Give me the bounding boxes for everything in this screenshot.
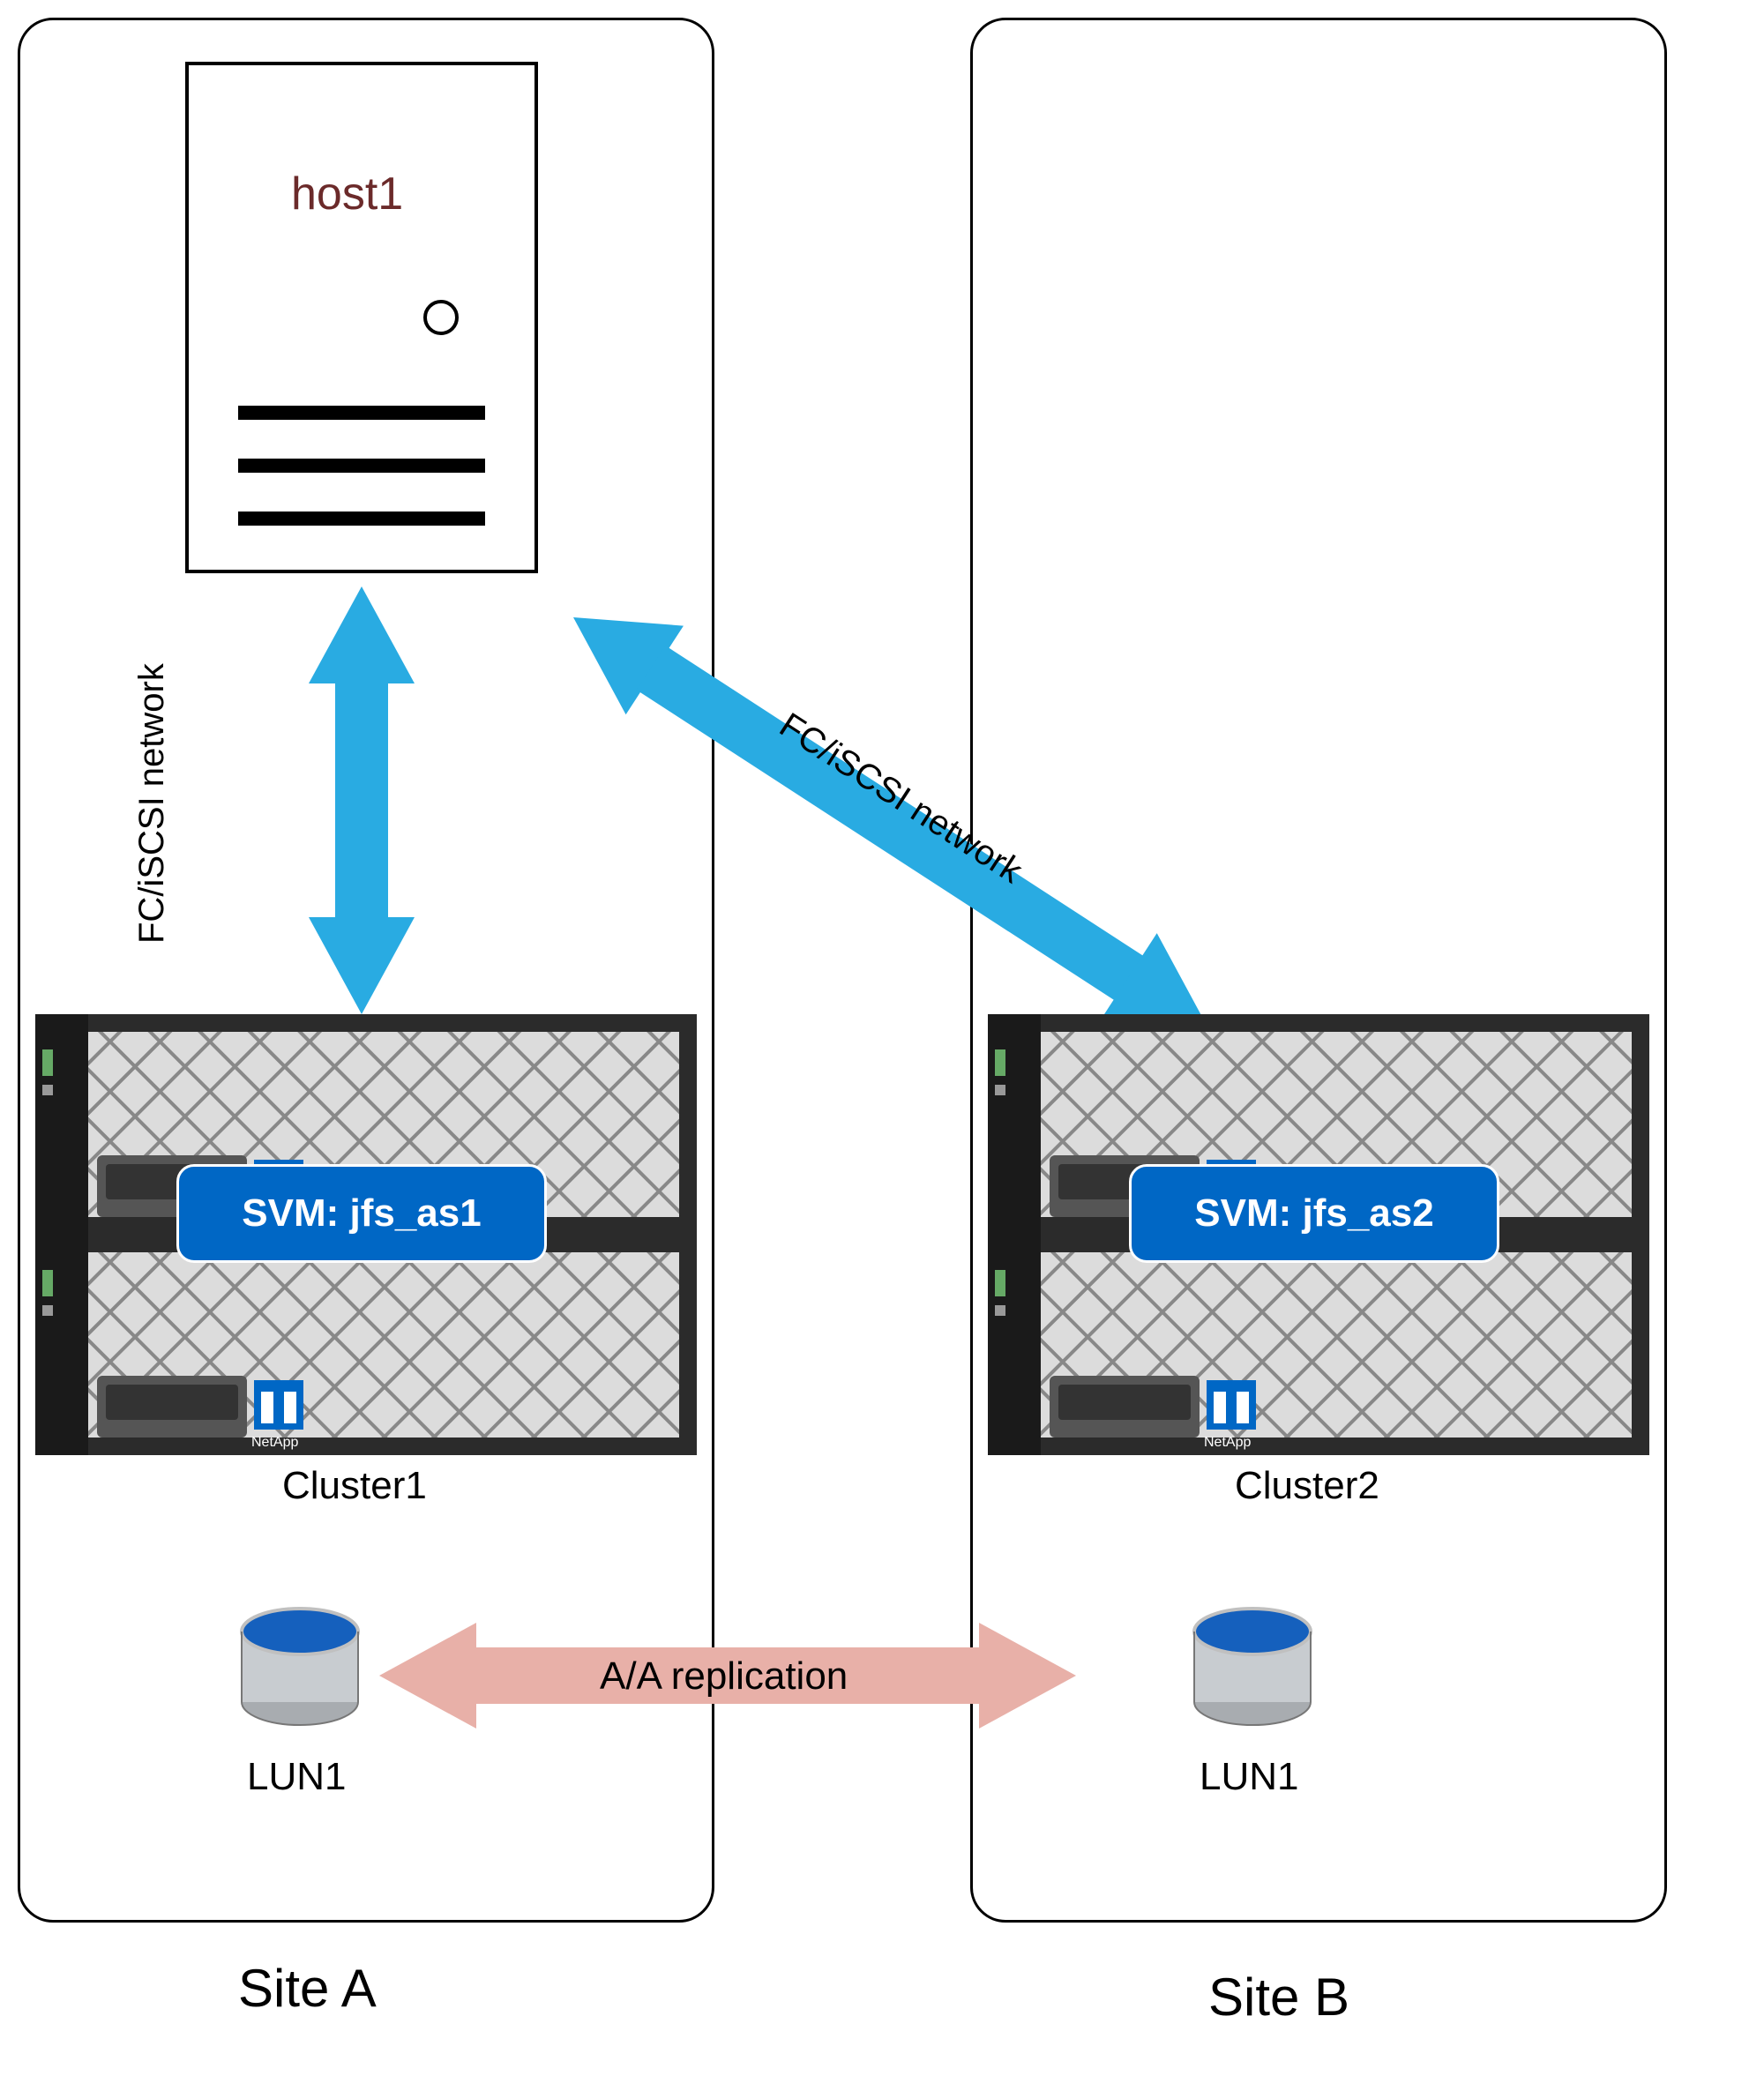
network-a-label: FC/iSCSI network: [132, 663, 172, 944]
site-b-label: Site B: [1208, 1967, 1349, 2027]
lun-a-icon: [238, 1605, 362, 1729]
host-box: [185, 62, 538, 573]
lun-b-label: LUN1: [1200, 1755, 1299, 1799]
host-vent-line: [238, 459, 485, 473]
host-vent-line: [238, 406, 485, 420]
site-b-box: [970, 18, 1667, 1923]
host-power-icon: [423, 300, 459, 335]
lun-b-icon: [1191, 1605, 1314, 1729]
lun-a-label: LUN1: [247, 1755, 347, 1799]
svm-b-badge: SVM: jfs_as2: [1129, 1164, 1499, 1263]
svg-text:NetApp: NetApp: [251, 1435, 298, 1450]
host-vent-line: [238, 512, 485, 526]
svg-text:NetApp: NetApp: [1204, 1435, 1251, 1450]
site-a-label: Site A: [238, 1958, 377, 2019]
cluster-a-label: Cluster1: [282, 1464, 427, 1508]
replication-label: A/A replication: [600, 1654, 848, 1699]
cluster-b-label: Cluster2: [1235, 1464, 1379, 1508]
svm-a-badge: SVM: jfs_as1: [176, 1164, 547, 1263]
host-label: host1: [291, 168, 403, 220]
